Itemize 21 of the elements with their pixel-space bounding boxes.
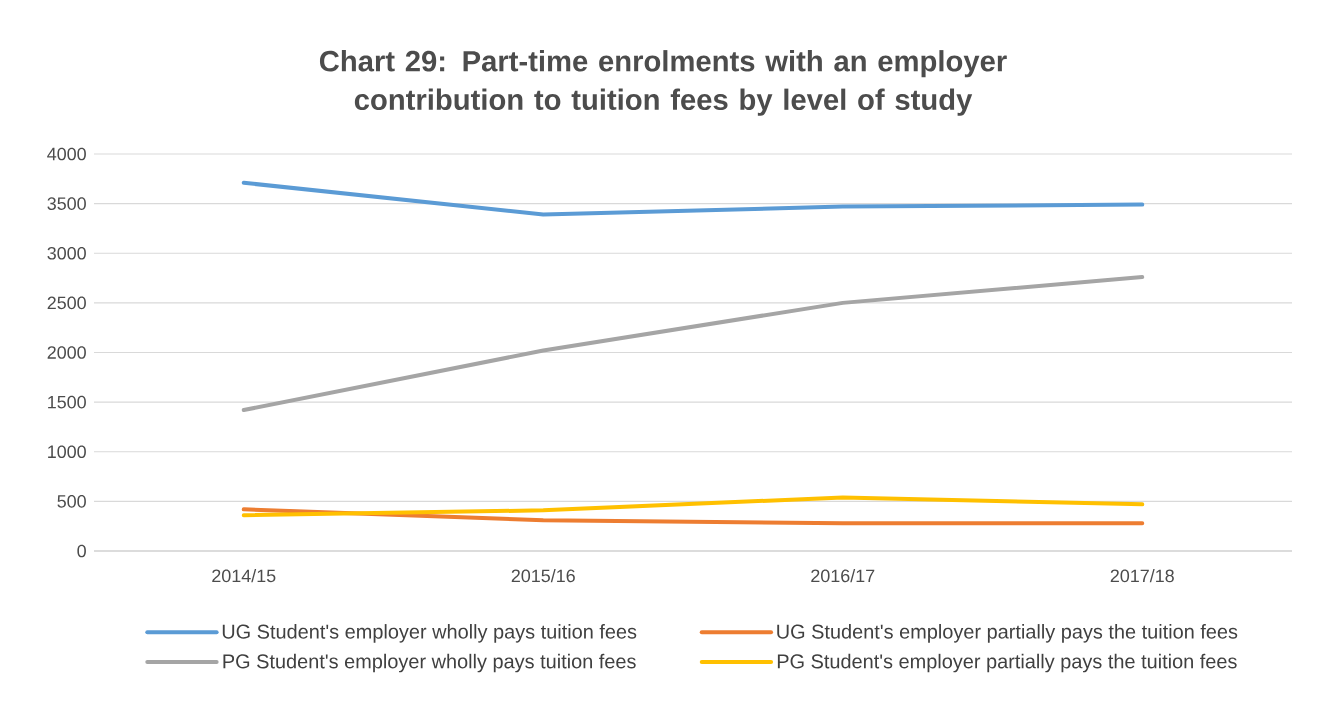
x-tick-label: 2016/17 xyxy=(811,569,875,583)
y-tick-label: 1000 xyxy=(48,445,86,459)
line-series xyxy=(241,180,1145,217)
chart-title: Chart 29: Part-time enrolments with an employer contribution to tuition fees by level of study xyxy=(319,50,1007,116)
legend-label: PG Student's employer wholly pays tuition fees xyxy=(223,653,636,673)
line-series xyxy=(241,495,1145,518)
x-tick-label: 2015/16 xyxy=(511,569,575,583)
line-series xyxy=(241,275,1145,413)
y-tick-label: 500 xyxy=(57,495,86,508)
legend-label: UG Student's employer partially pays the tuition fees xyxy=(777,624,1238,643)
y-tick-label: 4000 xyxy=(47,147,86,161)
y-tick-label: 0 xyxy=(77,544,86,558)
x-tick-label: 2017/18 xyxy=(1110,569,1174,583)
legend-label: UG Student's employer wholly pays tuition fees xyxy=(222,624,637,643)
y-tick-label: 1500 xyxy=(48,395,86,409)
y-tick-label: 2500 xyxy=(47,296,86,310)
x-tick-label: 2014/15 xyxy=(212,569,276,583)
legend-label: PG Student's employer partially pays the tuition fees xyxy=(777,653,1237,673)
y-tick-label: 2000 xyxy=(47,346,86,359)
y-tick-label: 3000 xyxy=(47,246,86,260)
y-tick-label: 3500 xyxy=(47,197,86,210)
